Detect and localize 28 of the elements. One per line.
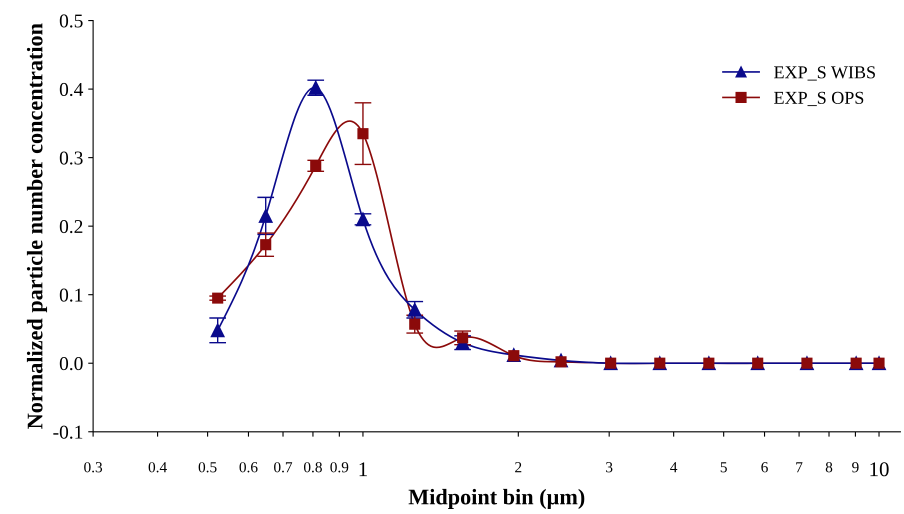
x-axis-title: Midpoint bin (µm) (408, 488, 584, 509)
x-tick-label: 2 (515, 462, 522, 472)
y-tick-label: 0.3 (60, 151, 83, 165)
x-tick-label: 0.8 (304, 462, 322, 472)
x-tick-label: 8 (826, 462, 832, 472)
x-tick-label: 1 (360, 462, 367, 476)
y-tick-label: -0.1 (53, 426, 82, 439)
y-tick-label: 0.2 (60, 220, 82, 234)
x-tick-label: 5 (720, 462, 727, 472)
legend-label: EXP_S OPS (774, 92, 864, 106)
x-tick-label: 0.5 (198, 462, 217, 472)
y-tick-label: 0.1 (60, 288, 82, 302)
x-tick-label: 10 (870, 462, 889, 476)
x-tick-label: 9 (852, 462, 859, 472)
x-tick-label: 3 (606, 462, 612, 472)
x-tick-label: 7 (796, 462, 802, 472)
y-tick-label: 0.5 (60, 14, 83, 28)
x-tick-label: 0.6 (240, 462, 258, 472)
y-axis-title: Normalized particle number concentration (26, 23, 48, 429)
legend-label: EXP_S WIBS (774, 66, 875, 81)
x-tick-label: 0.4 (148, 462, 167, 472)
x-tick-label: 6 (761, 462, 768, 472)
x-tick-label: 0.9 (330, 462, 348, 472)
y-tick-label: 0.0 (60, 357, 83, 370)
x-tick-label: 0.3 (84, 462, 102, 472)
y-tick-label: 0.4 (60, 82, 84, 96)
x-tick-label: 4 (670, 462, 678, 472)
x-tick-label: 0.7 (274, 462, 292, 472)
